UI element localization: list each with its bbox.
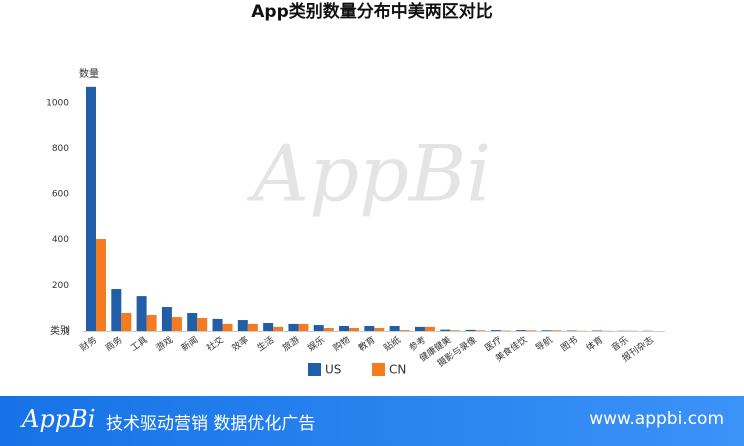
bar <box>349 328 360 331</box>
x-axis-label: 类别 <box>50 324 70 337</box>
x-tick-label: 社交 <box>204 334 226 354</box>
footer-url[interactable]: www.appbi.com <box>589 409 724 429</box>
bar <box>288 323 299 331</box>
chart: App类别数量分布中美两区对比 AppBi 数量 类别 0 200 400 600 80… <box>46 1 665 377</box>
legend-label: US <box>325 363 341 377</box>
bar <box>490 330 501 331</box>
bar <box>247 323 258 331</box>
bar <box>273 326 284 331</box>
watermark: AppBi <box>247 130 491 220</box>
footer-slogan: 技术驱动营销 数据优化广告 <box>106 414 316 434</box>
x-tick-label: 新闻 <box>179 334 201 354</box>
footer: AppBi 技术驱动营销 数据优化广告 www.appbi.com <box>0 396 744 446</box>
y-axis-label: 数量 <box>79 67 99 80</box>
bar <box>111 289 122 331</box>
bar <box>475 330 486 331</box>
bar <box>136 296 147 331</box>
x-tick-label: 教育 <box>356 334 378 354</box>
bar <box>121 312 132 331</box>
bar <box>551 330 562 331</box>
x-tick-label: 娱乐 <box>305 334 327 354</box>
bar <box>339 325 350 331</box>
bar <box>146 315 157 331</box>
bar <box>313 325 324 331</box>
bar <box>161 307 172 331</box>
x-tick-label: 生活 <box>255 334 277 354</box>
bar <box>374 328 385 331</box>
legend-label: CN <box>389 363 406 377</box>
y-tick-label: 0 <box>63 327 69 337</box>
bar <box>237 320 248 331</box>
x-tick-label: 效率 <box>229 334 251 354</box>
legend-swatch <box>372 363 385 376</box>
bar <box>414 326 425 331</box>
y-tick-label: 600 <box>52 190 69 200</box>
bar <box>212 318 223 331</box>
x-tick-label: 体育 <box>584 334 606 354</box>
bar <box>541 330 552 331</box>
bar <box>450 330 461 331</box>
bar <box>96 239 106 331</box>
bar <box>465 329 476 331</box>
bar <box>86 86 96 331</box>
x-tick-label: 图书 <box>559 334 580 353</box>
y-tick-label: 800 <box>52 144 69 154</box>
x-tick-label: 财务 <box>78 334 100 354</box>
bar <box>389 325 400 331</box>
y-tick-label: 200 <box>52 281 69 291</box>
bar <box>323 328 334 331</box>
x-tick-label: 导航 <box>533 334 555 354</box>
bar <box>171 317 182 331</box>
bar <box>440 329 451 331</box>
bar <box>424 326 435 331</box>
bar <box>526 330 537 331</box>
bar <box>263 323 274 331</box>
bar <box>298 323 309 331</box>
chart-title: App类别数量分布中美两区对比 <box>251 1 493 22</box>
y-tick-label: 400 <box>52 235 69 245</box>
bar <box>197 317 208 331</box>
x-tick-label: 购物 <box>331 334 353 354</box>
footer-logo: AppBi <box>22 405 96 433</box>
legend-swatch <box>308 363 321 376</box>
x-tick-label: 旅游 <box>280 334 302 354</box>
y-tick-label: 1000 <box>46 98 69 108</box>
bar <box>399 330 410 331</box>
bar <box>222 323 233 331</box>
x-tick-label: 工具 <box>129 334 150 353</box>
x-tick-label: 商务 <box>103 334 125 354</box>
bar <box>516 330 527 331</box>
x-tick-label: 游戏 <box>153 334 175 354</box>
bar <box>187 312 198 331</box>
bar <box>364 325 375 331</box>
x-tick-label: 贴纸 <box>381 334 403 354</box>
